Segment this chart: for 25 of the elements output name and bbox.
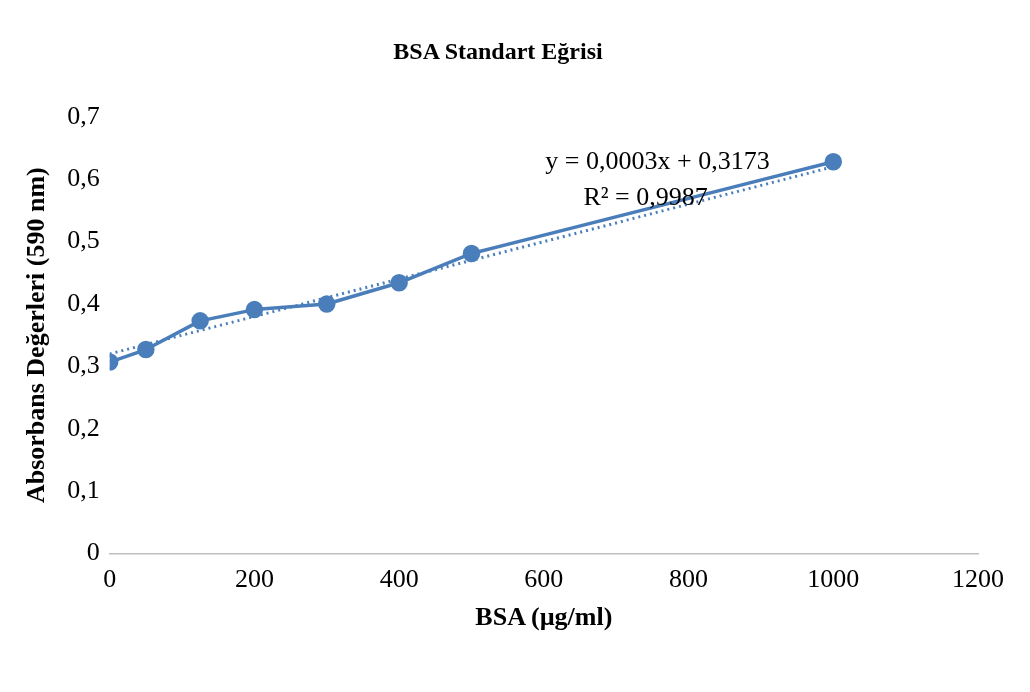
x-tick-label: 1200 [952, 564, 1004, 594]
x-tick-label: 200 [234, 564, 274, 594]
y-tick-label: 0 [86, 537, 100, 567]
y-tick-label: 0,7 [67, 100, 100, 130]
y-tick-label: 0,6 [67, 163, 100, 193]
y-axis-title: Absorbans Değerleri (590 nm) [21, 167, 51, 504]
y-tick-label: 0,2 [67, 412, 100, 442]
y-tick-label: 0,4 [67, 287, 100, 317]
x-axis-title: BSA (µg/ml) [475, 602, 613, 632]
point [191, 312, 209, 330]
point [462, 244, 481, 263]
point [824, 152, 843, 171]
annotation: y = 0,0003x + 0,3173 [545, 145, 770, 175]
point [318, 295, 336, 313]
chart-title: BSA Standart Eğrisi [393, 37, 604, 64]
x-tick-label: 800 [669, 564, 709, 594]
y-tick-label: 0,3 [67, 350, 100, 380]
point [245, 300, 264, 319]
point [137, 340, 155, 359]
point [390, 274, 408, 292]
y-tick-label: 0,1 [67, 475, 100, 505]
x-tick-label: 400 [379, 564, 419, 594]
y-tick-label: 0,5 [67, 225, 100, 255]
x-tick-label: 1000 [807, 564, 860, 594]
x-tick-label: 600 [524, 564, 564, 594]
